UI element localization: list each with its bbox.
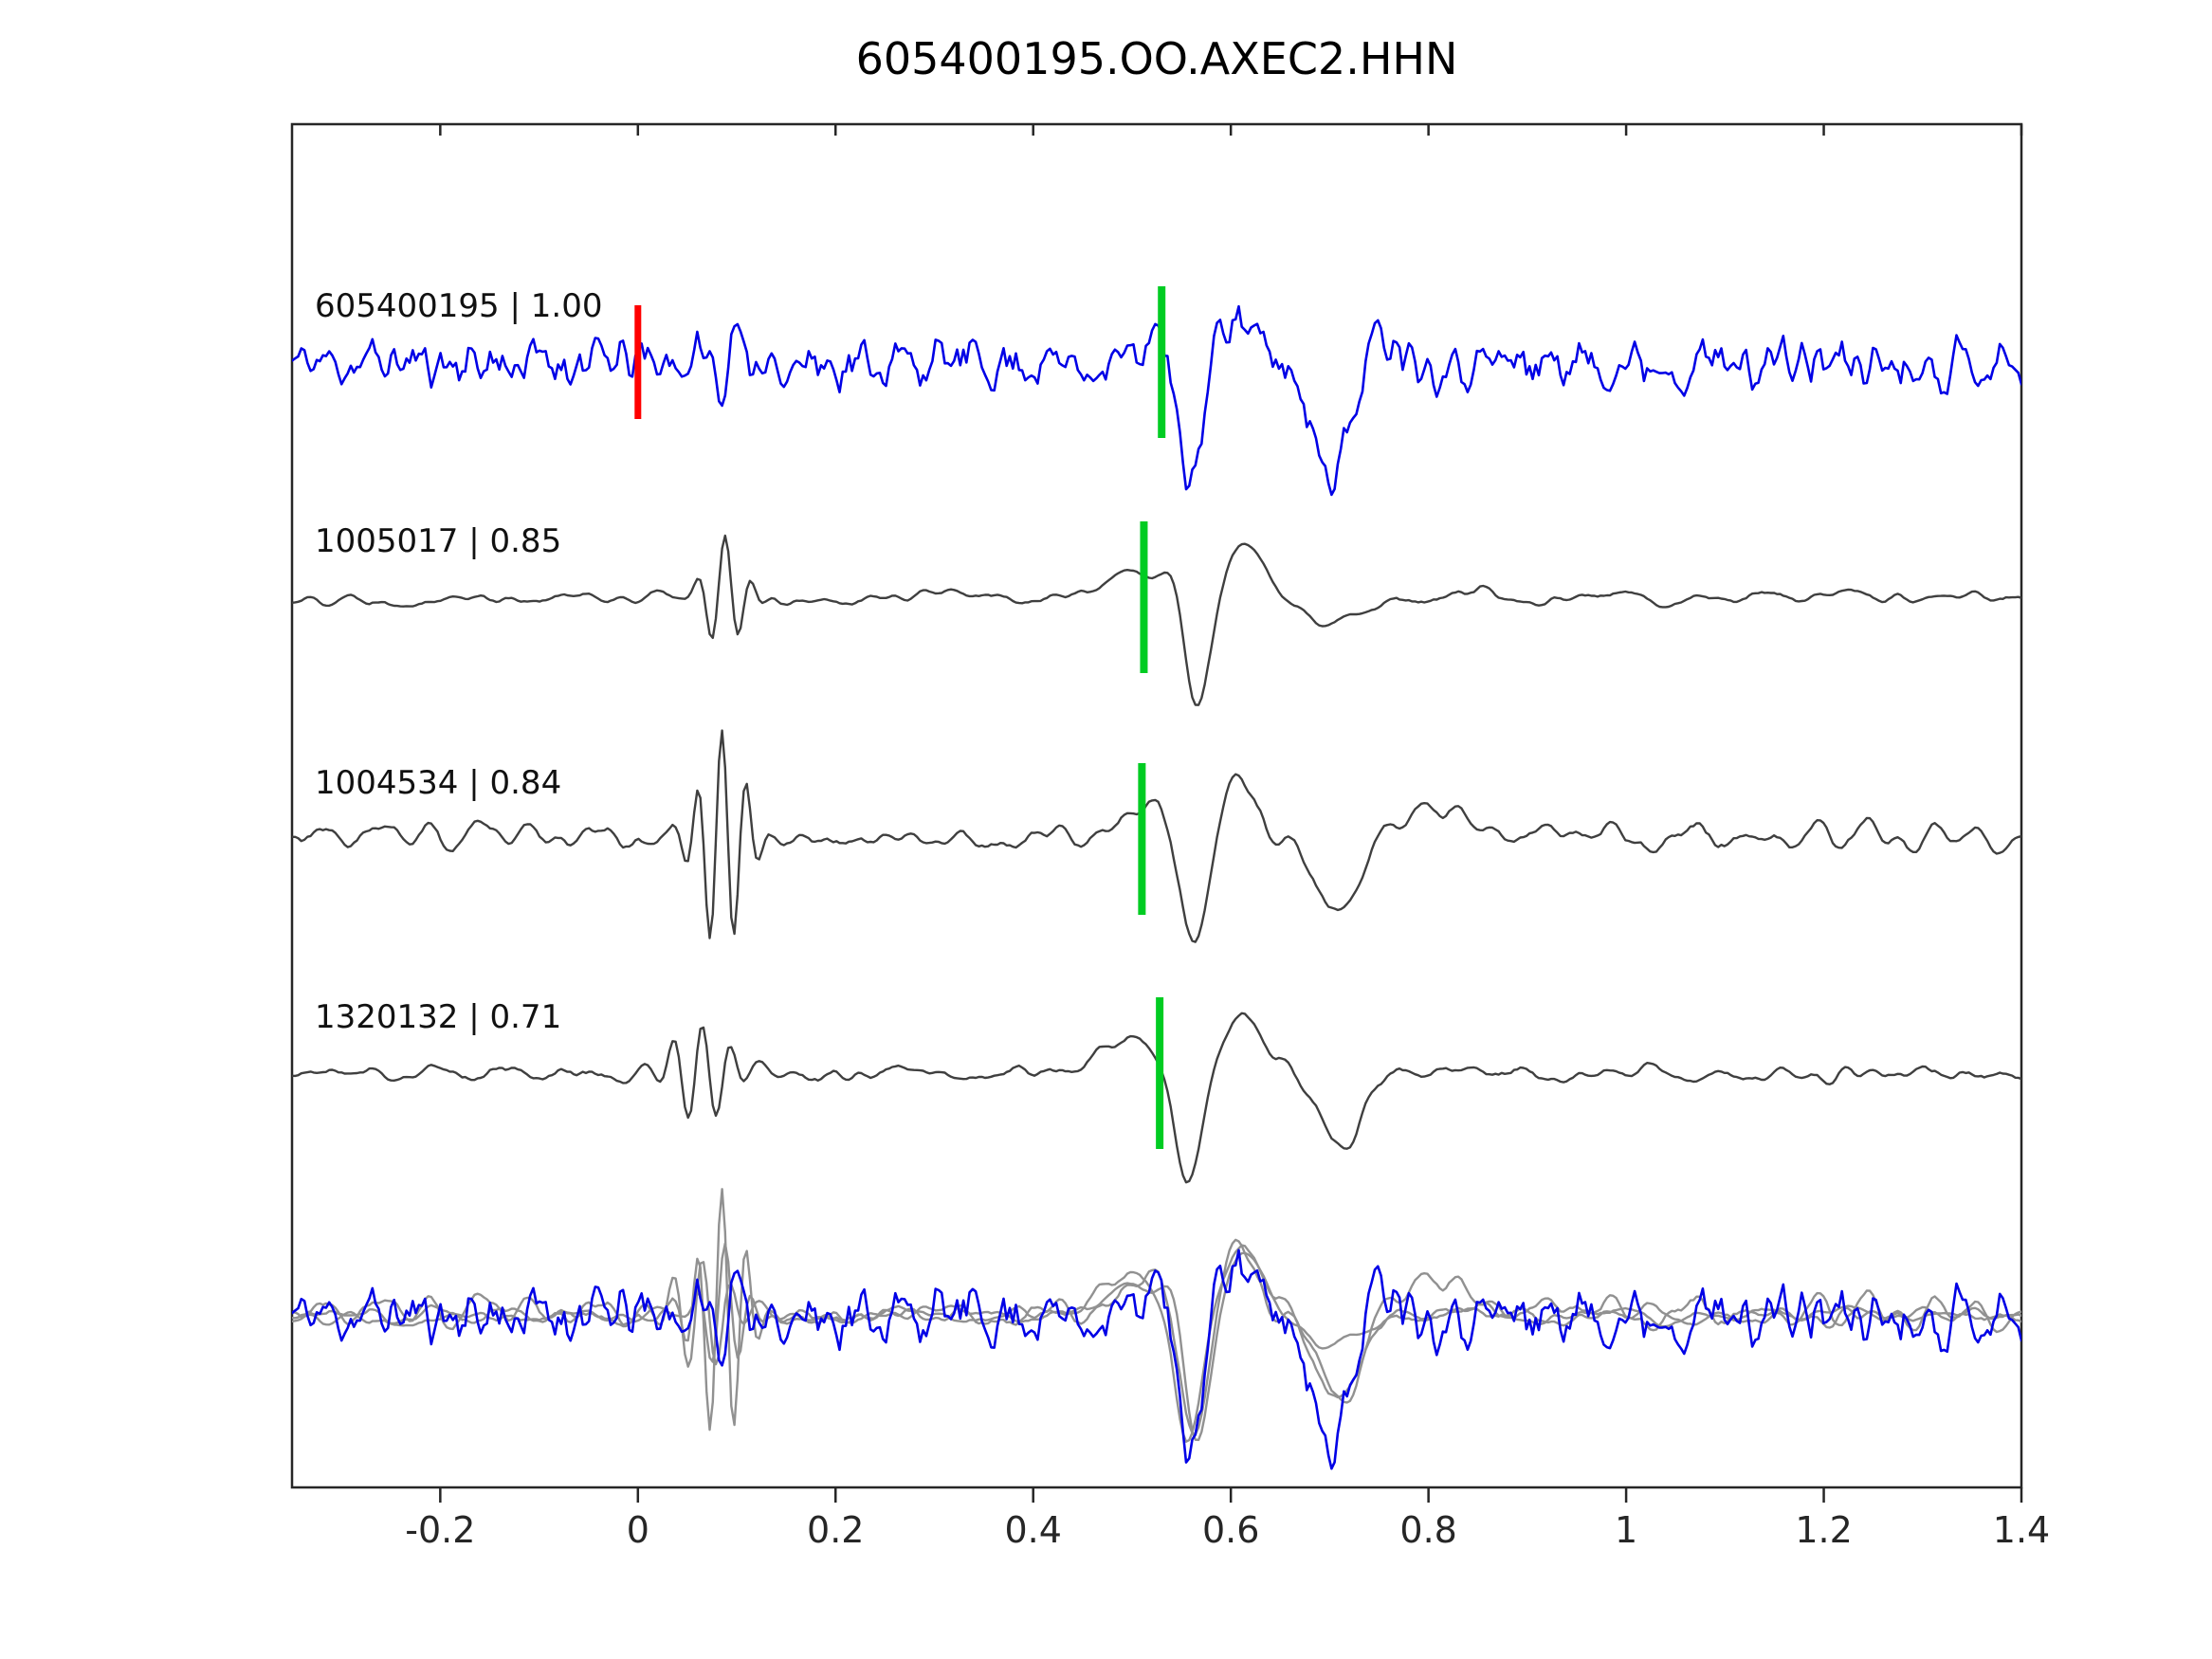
trace-label-1320132: 1320132 | 0.71 <box>315 998 561 1036</box>
overlay-waveform-1320132 <box>292 1244 2021 1443</box>
x-tick-label-1: 1 <box>1615 1509 1637 1551</box>
x-tick-label-1.2: 1.2 <box>1795 1509 1852 1551</box>
trace-1004534-waveform <box>292 729 2021 943</box>
x-tick-label-0.2: 0.2 <box>807 1509 864 1551</box>
x-tick-label-0: 0 <box>627 1509 649 1551</box>
x-axis-ticks: -0.2 0 0.2 0.4 0.6 0.8 1 1.2 1.4 <box>405 124 2050 1551</box>
chart-title: 605400195.OO.AXEC2.HHN <box>856 33 1458 84</box>
axes-box <box>290 122 2023 1489</box>
waveform-traces <box>292 304 2021 1470</box>
trace-1005017-waveform <box>292 534 2021 706</box>
pick-markers <box>634 286 1166 1149</box>
trace-label-1005017: 1005017 | 0.85 <box>315 522 561 560</box>
x-tick-label-0.8: 0.8 <box>1399 1509 1456 1551</box>
x-tick-label-0.6: 0.6 <box>1202 1509 1259 1551</box>
overlay-waveform-1004534 <box>292 1188 2021 1436</box>
x-tick-label--0.2: -0.2 <box>405 1509 475 1551</box>
trace-label-1004534: 1004534 | 0.84 <box>315 764 561 802</box>
x-tick-label-0.4: 0.4 <box>1004 1509 1061 1551</box>
x-tick-label-1.4: 1.4 <box>1993 1509 2050 1551</box>
trace-label-605400195: 605400195 | 1.00 <box>315 287 602 325</box>
trace-labels: 605400195 | 1.00 1005017 | 0.85 1004534 | … <box>315 287 602 1036</box>
trace-605400195-waveform <box>292 304 2021 497</box>
overlay-waveform-605400195 <box>292 1249 2021 1470</box>
